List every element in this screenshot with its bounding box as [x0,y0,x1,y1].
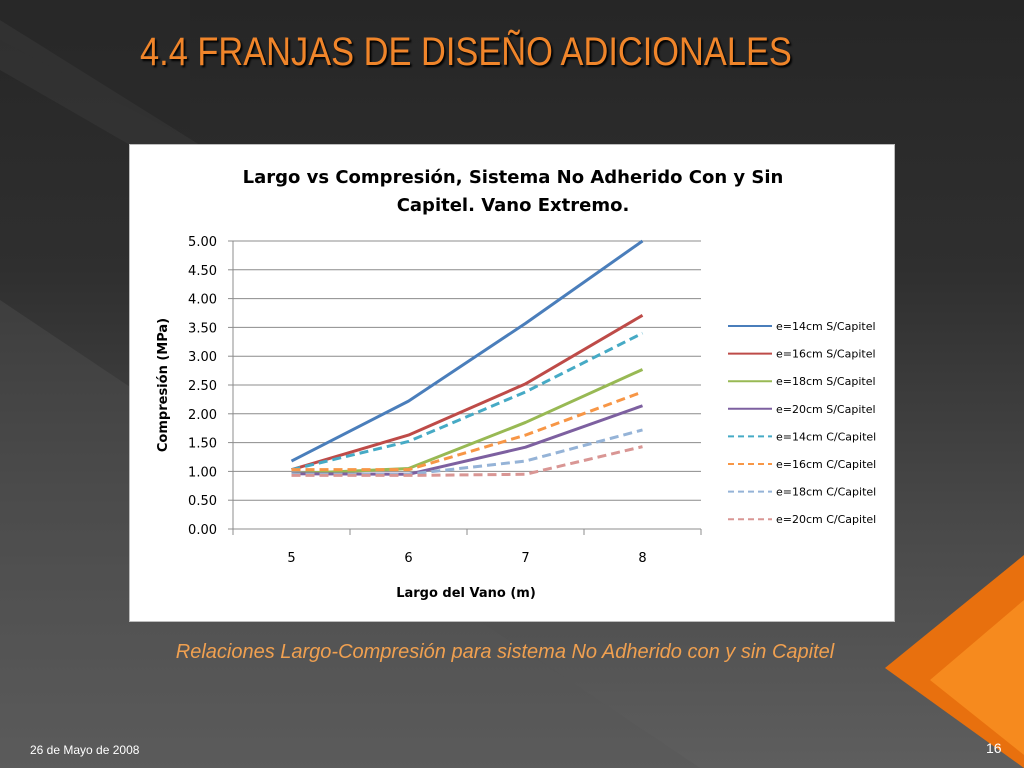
chart-container: Largo vs Compresión, Sistema No Adherido… [129,144,895,622]
y-tick-label: 2.50 [188,379,217,394]
y-tick-label: 3.50 [188,321,217,336]
legend-entry: e=20cm S/Capitel [776,403,876,416]
series-line [290,239,644,463]
chart-title-line: Largo vs Compresión, Sistema No Adherido… [243,167,784,188]
y-tick-label: 0.00 [188,523,217,538]
legend-entry: e=18cm S/Capitel [776,375,876,388]
y-tick-label: 1.50 [188,437,217,452]
slide-caption: Relaciones Largo-Compresión para sistema… [175,641,835,663]
y-tick-label: 3.00 [188,350,217,365]
x-axis-label: Largo del Vano (m) [396,586,536,601]
series-line [291,314,644,472]
y-tick-label: 4.00 [188,293,217,308]
series-line [291,445,643,477]
x-tick-label: 5 [287,551,295,566]
legend-entry: e=20cm C/Capitel [776,513,876,526]
footer-date: 26 de Mayo de 2008 [30,743,140,757]
legend-entry: e=14cm C/Capitel [776,430,876,443]
legend-entry: e=14cm S/Capitel [776,320,876,333]
page-number: 16 [986,740,1002,756]
slide-title: 4.4 FRANJAS DE DISEÑO ADICIONALES [140,30,792,74]
line-chart: Largo vs Compresión, Sistema No Adherido… [156,167,876,601]
y-tick-label: 0.50 [188,494,217,509]
x-tick-label: 6 [404,551,412,566]
y-tick-label: 5.00 [188,235,217,250]
y-axis-label: Compresión (MPa) [156,318,171,452]
series-line [291,390,644,472]
chart-title-line: Capitel. Vano Extremo. [397,195,630,216]
y-tick-label: 4.50 [188,264,217,279]
y-tick-label: 1.00 [188,465,217,480]
x-tick-label: 7 [521,551,529,566]
legend-entry: e=18cm C/Capitel [776,486,876,499]
legend-entry: e=16cm S/Capitel [776,348,876,361]
legend-entry: e=16cm C/Capitel [776,458,876,471]
y-tick-label: 2.00 [188,408,217,423]
x-tick-label: 8 [638,551,646,566]
series-line [291,428,643,476]
series-line [291,331,644,472]
